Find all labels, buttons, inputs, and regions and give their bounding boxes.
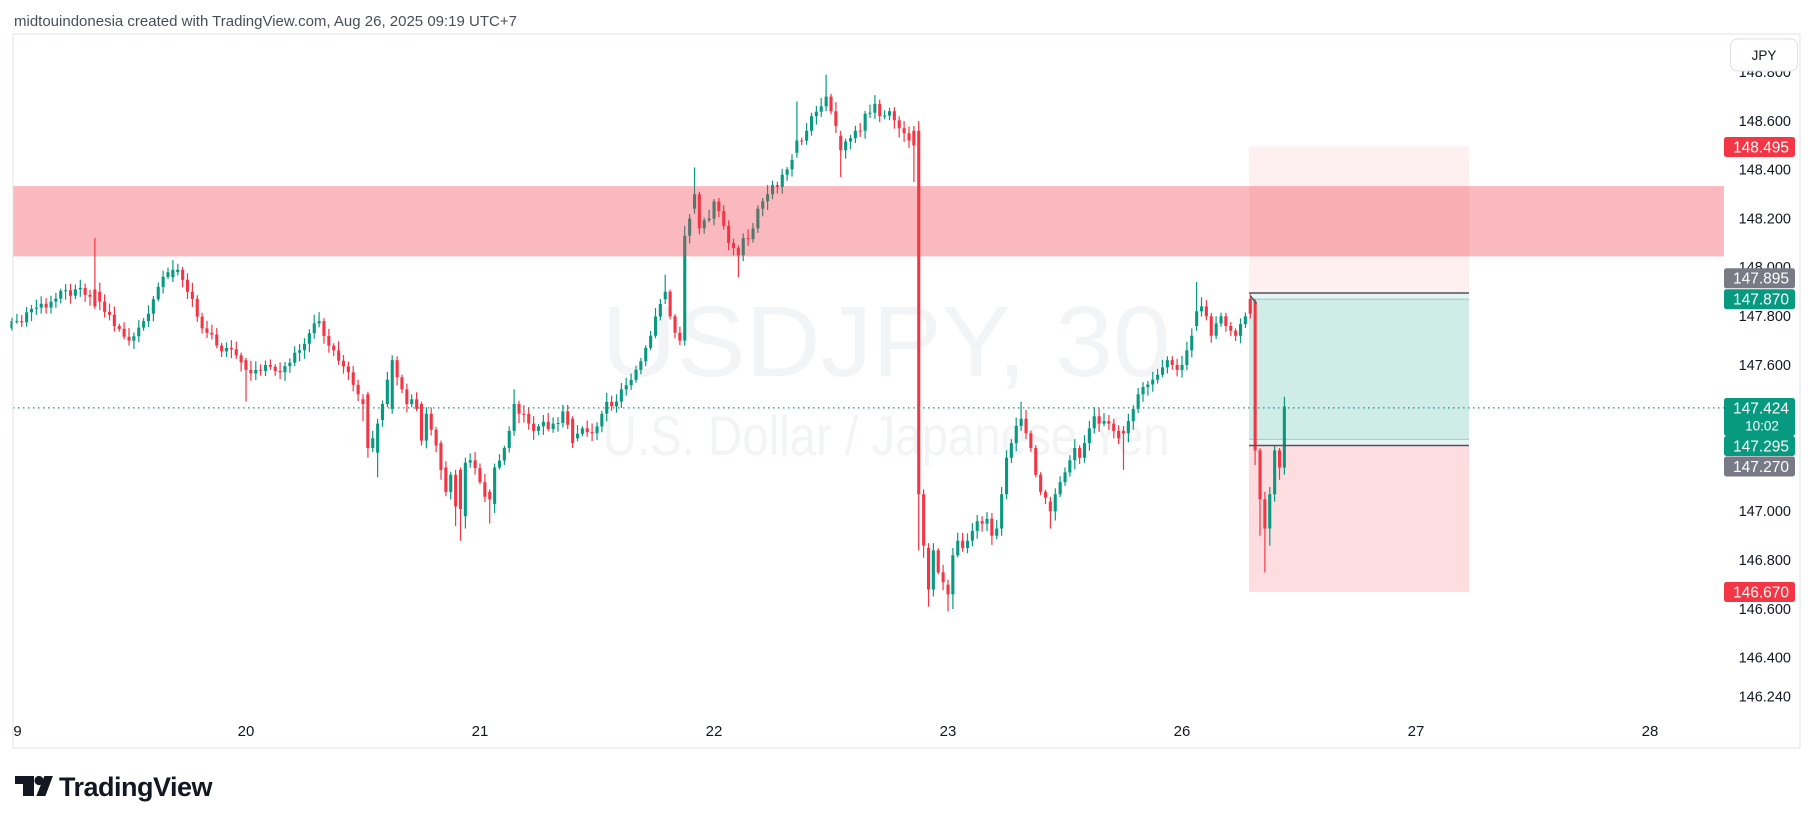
svg-text:148.200: 148.200 xyxy=(1739,211,1791,227)
svg-text:21: 21 xyxy=(472,723,489,740)
svg-text:148.495: 148.495 xyxy=(1733,139,1789,156)
svg-text:146.600: 146.600 xyxy=(1739,602,1791,618)
svg-text:TradingView: TradingView xyxy=(59,772,214,802)
svg-text:28: 28 xyxy=(1642,723,1659,740)
svg-text:JPY: JPY xyxy=(1752,48,1777,63)
svg-text:147.000: 147.000 xyxy=(1739,504,1791,520)
svg-text:148.400: 148.400 xyxy=(1739,163,1791,179)
svg-text:147.295: 147.295 xyxy=(1733,438,1789,455)
svg-text:147.424: 147.424 xyxy=(1733,401,1789,418)
svg-text:midtouindonesia created with T: midtouindonesia created with TradingView… xyxy=(14,13,517,30)
svg-text:147.270: 147.270 xyxy=(1733,459,1789,476)
svg-text:20: 20 xyxy=(238,723,255,740)
svg-text:146.670: 146.670 xyxy=(1733,584,1789,601)
svg-text:USDJPY, 30: USDJPY, 30 xyxy=(602,286,1171,398)
svg-text:146.400: 146.400 xyxy=(1739,651,1791,667)
svg-text:10:02: 10:02 xyxy=(1745,419,1779,434)
svg-text:146.240: 146.240 xyxy=(1739,690,1791,706)
svg-text:147.870: 147.870 xyxy=(1733,292,1789,309)
svg-text:147.600: 147.600 xyxy=(1739,358,1791,374)
svg-text:147.800: 147.800 xyxy=(1739,309,1791,325)
svg-text:147.895: 147.895 xyxy=(1733,271,1789,288)
svg-text:22: 22 xyxy=(706,723,723,740)
svg-text:9: 9 xyxy=(13,723,21,740)
svg-text:26: 26 xyxy=(1174,723,1191,740)
svg-text:148.600: 148.600 xyxy=(1739,114,1791,130)
svg-text:23: 23 xyxy=(940,723,957,740)
svg-text:27: 27 xyxy=(1408,723,1425,740)
svg-text:146.800: 146.800 xyxy=(1739,553,1791,569)
